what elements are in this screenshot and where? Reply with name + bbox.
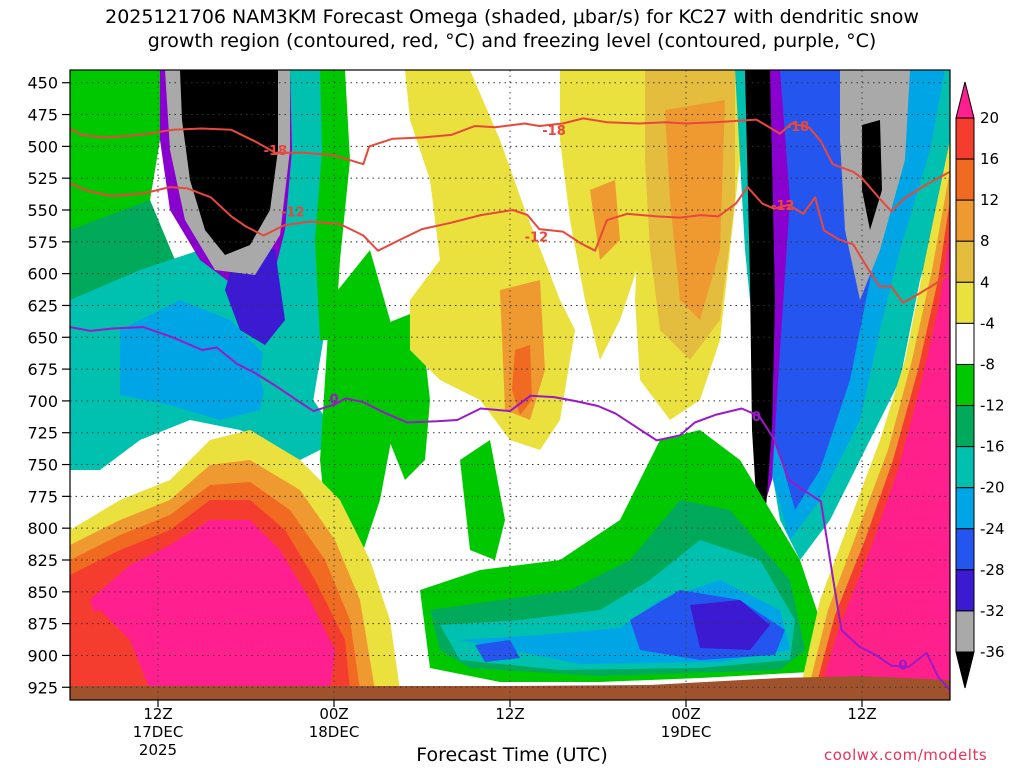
x-tick-label-3-0: 00Z: [671, 705, 700, 723]
y-tick-label-475: 475: [27, 106, 58, 125]
site-credit: coolwx.com/modelts: [824, 746, 988, 764]
y-tick-label-750: 750: [27, 456, 58, 475]
y-tick-label-700: 700: [27, 392, 58, 411]
colorbar-swatch-9: [955, 446, 975, 489]
colorbar-label-0: 20: [980, 109, 999, 127]
omega-region-right-black-2: [862, 120, 882, 230]
contour-line-1: [70, 182, 950, 304]
y-tick-label-850: 850: [27, 583, 58, 602]
colorbar-swatch-6: [955, 322, 975, 365]
colorbar-label-2: 12: [980, 191, 999, 209]
omega-region-lower-left-magenta: [90, 520, 335, 690]
x-tick-label-0-1: 17DEC: [133, 723, 184, 741]
y-tick-label-600: 600: [27, 265, 58, 284]
colorbar-swatch-12: [955, 569, 975, 612]
colorbar-swatch-2: [955, 158, 975, 201]
x-tick-label-1-0: 00Z: [319, 705, 348, 723]
colorbar-label-7: -12: [980, 397, 1005, 415]
y-tick-label-500: 500: [27, 137, 58, 156]
omega-region-lower-right-magenta: [820, 230, 950, 690]
contour-line-0: [70, 117, 950, 213]
contour-label-6: 0: [329, 392, 338, 407]
colorbar-label-10: -24: [980, 520, 1005, 538]
colorbar-swatch-1: [955, 117, 975, 160]
contour-label-0: -18: [264, 144, 288, 159]
colorbar-swatch-7: [955, 363, 975, 407]
omega-region-lower-purple: [690, 600, 770, 650]
y-tick-label-450: 450: [27, 74, 58, 93]
y-tick-label-625: 625: [27, 296, 58, 315]
y-tick-label-925: 925: [27, 678, 58, 697]
y-tick-label-900: 900: [27, 646, 58, 665]
x-tick-label-4-0: 12Z: [847, 705, 876, 723]
colorbar-label-6: -8: [980, 355, 995, 373]
colorbar-label-13: -36: [980, 643, 1005, 661]
x-tick-label-2-0: 12Z: [495, 705, 524, 723]
colorbar-label-4: 4: [980, 273, 990, 291]
colorbar-swatch-11: [955, 528, 975, 571]
y-tick-label-650: 650: [27, 328, 58, 347]
omega-region-left-mid-green: [315, 70, 350, 340]
colorbar-cap-bottom: [955, 651, 975, 689]
contour-lines: [70, 117, 950, 691]
colorbar-label-12: -32: [980, 602, 1005, 620]
y-tick-label-725: 725: [27, 424, 58, 443]
omega-region-orange-4: [590, 180, 620, 260]
contour-line-2: [70, 326, 950, 691]
omega-region-lower-blue-spot: [475, 640, 520, 662]
y-tick-label-575: 575: [27, 233, 58, 252]
contour-label-7: 0: [752, 410, 761, 425]
x-tick-label-1-1: 18DEC: [309, 723, 360, 741]
colorbar-label-5: -4: [980, 314, 995, 332]
x-tick-label-0-2: 2025: [139, 741, 177, 759]
colorbar-label-8: -16: [980, 438, 1005, 456]
chart-title-line-1: 2025121706 NAM3KM Forecast Omega (shaded…: [105, 6, 919, 28]
colorbar-label-11: -28: [980, 561, 1005, 579]
y-tick-label-675: 675: [27, 360, 58, 379]
y-tick-label-825: 825: [27, 551, 58, 570]
omega-region-right-black-1: [745, 70, 775, 530]
omega-region-lower-left-red-2: [70, 610, 150, 690]
y-tick-label-875: 875: [27, 615, 58, 634]
contour-label-3: -12: [281, 205, 305, 220]
contour-label-4: -12: [525, 231, 549, 246]
omega-region-left-black: [180, 70, 278, 255]
colorbar-swatch-last: [955, 610, 975, 653]
colorbar-swatch-4: [955, 240, 975, 283]
contour-label-5: -12: [771, 199, 795, 214]
colorbar-cap-top: [955, 81, 975, 119]
y-axis: 450 475 500 525 550 575 600 625 650 675 700 725 750 7…: [27, 74, 70, 697]
colorbar-label-9: -20: [980, 479, 1005, 497]
colorbar-swatch-3: [955, 199, 975, 242]
colorbar-swatch-8: [955, 405, 975, 448]
contour-label-2: -18: [786, 120, 810, 135]
colorbar-label-3: 8: [980, 232, 990, 250]
colorbar-swatch-10: [955, 487, 975, 530]
chart-title-line-2: growth region (contoured, red, °C) and f…: [147, 30, 877, 52]
colorbar-swatch-5: [955, 281, 975, 324]
terrain-band: [70, 676, 950, 700]
x-axis-title: Forecast Time (UTC): [416, 744, 608, 766]
omega-region-orange-2: [665, 100, 725, 320]
contour-labels: -18 -18 -18 -12 -12 -12 0 0 0: [264, 120, 908, 673]
y-tick-label-525: 525: [27, 169, 58, 188]
contour-label-1: -18: [542, 124, 566, 139]
contour-label-8: 0: [899, 658, 908, 673]
colorbar: 20 16 12 8 4 -4 -8 -12 -16 -20 -24 -28 -32 -36: [955, 81, 1005, 689]
x-tick-label-3-1: 19DEC: [661, 723, 712, 741]
y-tick-label-775: 775: [27, 487, 58, 506]
y-tick-label-550: 550: [27, 201, 58, 220]
colorbar-label-1: 16: [980, 150, 999, 168]
x-tick-label-0-0: 12Z: [143, 705, 172, 723]
omega-region-central-green-3: [460, 440, 505, 560]
y-tick-label-800: 800: [27, 519, 58, 538]
